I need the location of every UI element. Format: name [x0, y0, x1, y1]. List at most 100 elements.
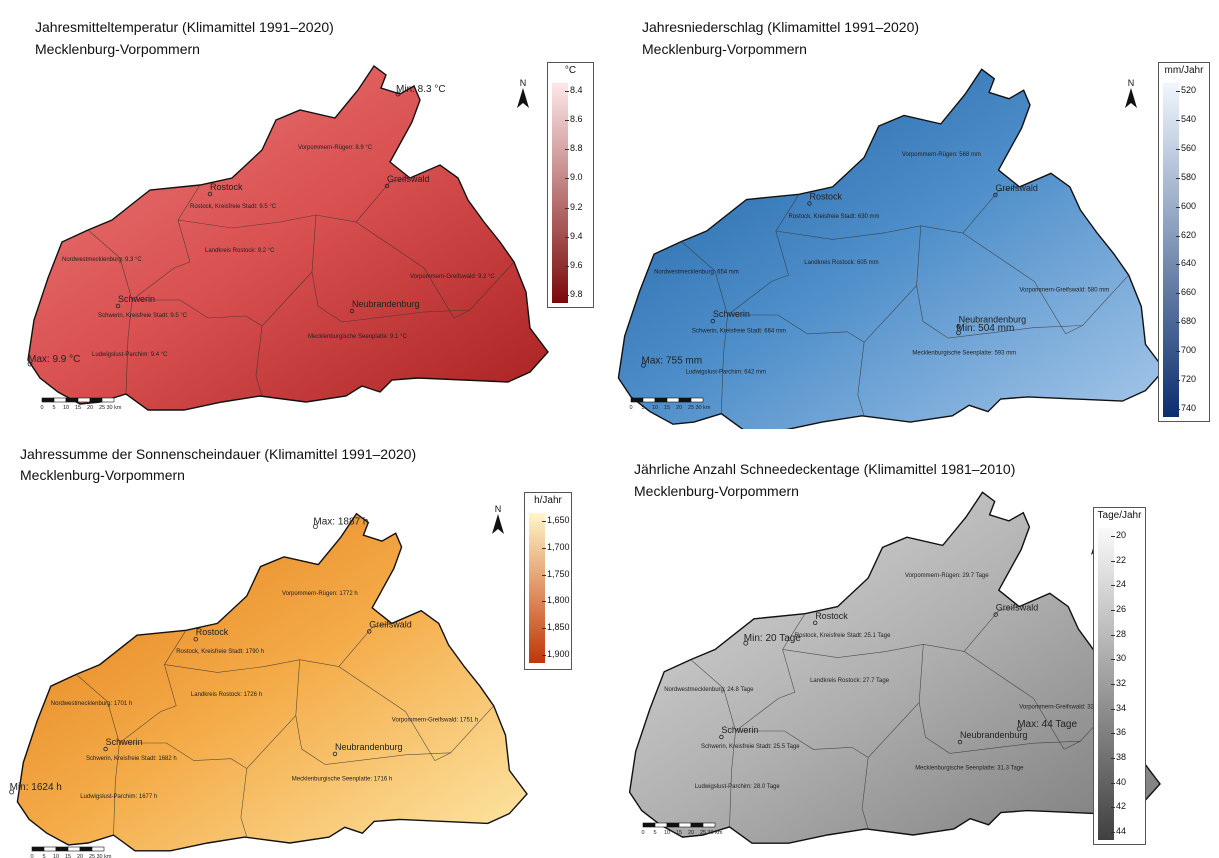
- panel-subtitle: Mecklenburg-Vorpommern: [634, 483, 799, 499]
- state-area: [16, 512, 528, 852]
- legend-tick: 660: [1175, 287, 1197, 298]
- scale-bar: 0 5 10 15 20 25 30 km: [641, 822, 723, 836]
- city-label-greifswald: Greifswald: [996, 603, 1039, 613]
- svg-text:20: 20: [87, 405, 93, 411]
- district-label-lup: Ludwigslust-Parchim: 1677 h: [80, 794, 157, 800]
- city-label-schwerin: Schwerin: [713, 309, 750, 319]
- svg-text:5: 5: [641, 405, 644, 411]
- legend-unit: °C: [564, 65, 577, 76]
- legend-tick: 9.4: [565, 230, 583, 241]
- city-label-greifswald: Greifswald: [387, 174, 430, 184]
- city-label-rostock: Rostock: [815, 611, 848, 621]
- city-marker: [719, 734, 724, 740]
- legend-tick: 32: [1110, 678, 1127, 688]
- legend-tick: 1,850: [542, 622, 570, 633]
- legend-tick: 34: [1110, 702, 1127, 713]
- svg-text:25: 25: [700, 830, 706, 836]
- legend-color-bar: [1098, 528, 1114, 840]
- panel-title: Jahressumme der Sonnenscheindauer (Klima…: [20, 446, 417, 462]
- map: Rostock Greifswald Schwerin Neubrandenburg V…: [27, 64, 549, 411]
- city-label-rostock: Rostock: [196, 627, 229, 637]
- district-border: [727, 194, 800, 316]
- city-marker: [812, 620, 818, 625]
- extreme-label-top: Min: 8.3 °C: [396, 84, 446, 95]
- svg-text:30 km: 30 km: [696, 405, 711, 411]
- svg-text:25: 25: [99, 405, 105, 411]
- district-border: [729, 730, 736, 827]
- svg-text:0: 0: [30, 854, 33, 858]
- city-marker: [367, 629, 372, 634]
- legend-tick: 620: [1175, 229, 1197, 240]
- city-label-greifswald: Greifswald: [369, 619, 412, 629]
- svg-text:30 km: 30 km: [708, 830, 723, 836]
- svg-text:30 km: 30 km: [107, 405, 122, 411]
- legend-tick: 560: [1175, 142, 1197, 153]
- state-area: [617, 68, 1166, 429]
- svg-text:20: 20: [688, 830, 694, 836]
- legend-tick: 22: [1110, 554, 1127, 565]
- legend: °C 8.4 8.6 8.8 9.0 9.2 9.4 9.6 9.8: [547, 62, 594, 308]
- panel-snow-days: Jährliche Anzahl Schneedeckentage (Klima…: [609, 429, 1219, 858]
- district-label-lup: Ludwigslust-Parchim: 28.0 Tage: [695, 784, 781, 790]
- panel-subtitle: Mecklenburg-Vorpommern: [35, 41, 200, 57]
- district-border: [861, 757, 869, 829]
- legend-tick: 720: [1175, 374, 1197, 385]
- city-marker: [103, 746, 108, 752]
- legend-tick: 680: [1175, 316, 1197, 327]
- scale-bar: 0 5 10 15 20 25 30 km: [40, 397, 122, 411]
- svg-text:10: 10: [53, 854, 59, 858]
- district-border: [727, 285, 917, 343]
- legend-unit: Tage/Jahr: [1097, 510, 1142, 521]
- legend-color-bar: [552, 83, 568, 303]
- district-label-hro: Rostock, Kreisfreie Stadt: 1790 h: [176, 649, 264, 655]
- city-label-neubrandenburg: Neubrandenburg: [960, 730, 1028, 740]
- district-label-vr: Vorpommern-Rügen: 1772 h: [282, 591, 358, 597]
- svg-text:10: 10: [652, 405, 658, 411]
- panel-title: Jährliche Anzahl Schneedeckentage (Klima…: [634, 461, 1016, 477]
- district-border: [690, 659, 736, 732]
- map: Rostock Greifswald Schwerin Neubrandenburg V…: [617, 68, 1166, 429]
- legend-tick: 8.6: [565, 114, 583, 125]
- district-label-mse: Mecklenburgische Seenplatte: 593 mm: [912, 350, 1016, 356]
- extreme-label-bottom: Min: 1624 h: [10, 782, 62, 793]
- svg-text:25: 25: [89, 854, 95, 858]
- legend-unit: mm/Jahr: [1164, 65, 1204, 76]
- legend-tick: 9.8: [565, 289, 583, 299]
- district-border: [76, 674, 120, 744]
- city-label-schwerin: Schwerin: [721, 725, 758, 735]
- legend-tick: 1,900: [542, 649, 570, 659]
- legend: h/Jahr 1,650 1,700 1,750 1,800 1,850 1,900: [524, 492, 572, 670]
- svg-text:5: 5: [52, 405, 55, 411]
- svg-text:15: 15: [75, 405, 81, 411]
- city-label-schwerin: Schwerin: [118, 294, 155, 304]
- legend-tick: 30: [1110, 653, 1127, 664]
- panel-title: Jahresmitteltemperatur (Klimamittel 1991…: [35, 19, 334, 35]
- legend-tick: 9.2: [565, 201, 583, 212]
- district-border: [119, 715, 297, 769]
- extreme-label-top: Max: 1887 h: [313, 517, 368, 528]
- legend-color-bar: [529, 513, 545, 663]
- district-border: [735, 702, 920, 758]
- panel-precipitation: Jahresniederschlag (Klimamittel 1991–202…: [609, 0, 1219, 429]
- svg-text:15: 15: [676, 830, 682, 836]
- city-label-rostock: Rostock: [810, 192, 843, 202]
- state-area: [27, 64, 549, 411]
- district-label-hro: Rostock, Kreisfreie Stadt: 630 mm: [789, 214, 880, 220]
- district-border: [782, 606, 1020, 658]
- district-label-vr: Vorpommern-Rügen: 8.9 °C: [298, 145, 373, 151]
- panel-subtitle: Mecklenburg-Vorpommern: [20, 467, 185, 483]
- district-label-lro: Landkreis Rostock: 1726 h: [191, 692, 262, 698]
- extreme-label-bottom: Max: 9.9 °C: [28, 354, 80, 365]
- legend-tick: 40: [1110, 776, 1127, 787]
- district-label-sn: Schwerin, Kreisfreie Stadt: 1682 h: [86, 756, 177, 762]
- svg-text:10: 10: [63, 405, 69, 411]
- district-label-vg: Vorpommern-Greifswald: 580 mm: [1020, 287, 1110, 293]
- legend-tick: 8.8: [565, 143, 583, 154]
- district-label-vr: Vorpommern-Rügen: 29.7 Tage: [905, 573, 989, 579]
- city-marker: [807, 201, 812, 206]
- district-label-nwm: Nordwestmecklenburg: 1701 h: [51, 701, 132, 707]
- map: Rostock Greifswald Schwerin Neubrandenburg V…: [9, 512, 528, 858]
- legend-tick: 9.0: [565, 172, 583, 183]
- north-arrow-icon: N: [490, 504, 506, 534]
- legend-tick: 640: [1175, 258, 1197, 269]
